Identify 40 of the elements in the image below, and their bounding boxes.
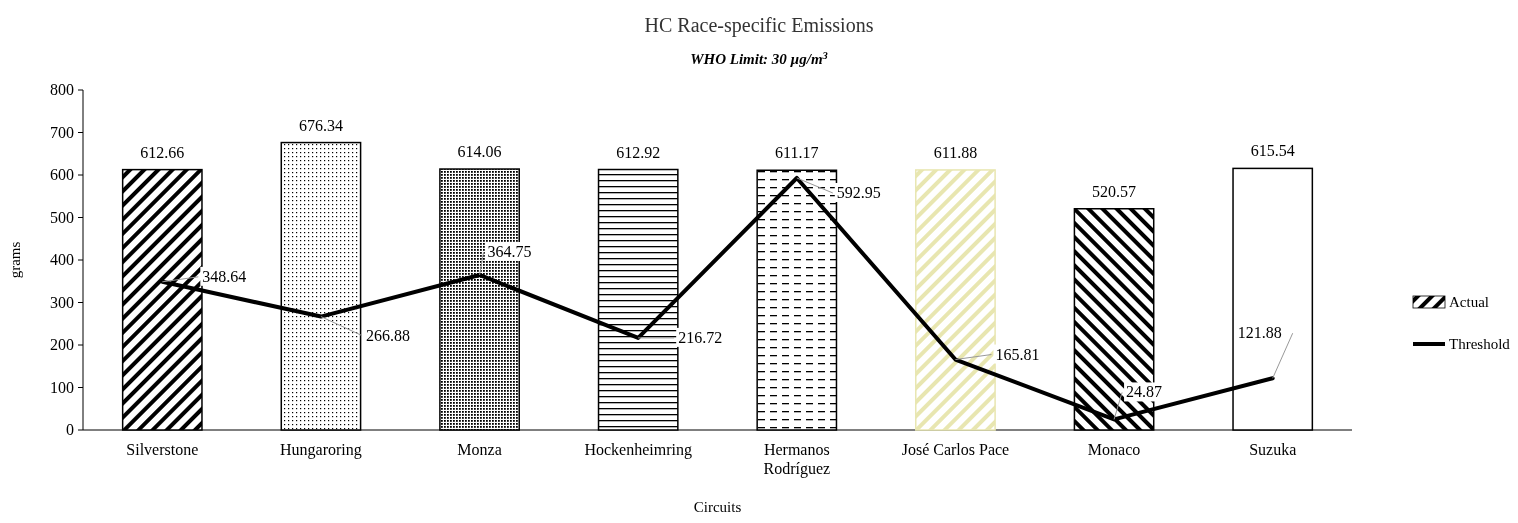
data-label: 266.88 — [365, 326, 410, 344]
data-label: 520.57 — [1092, 182, 1137, 200]
y-tick-label: 600 — [50, 166, 74, 183]
data-label: 676.34 — [298, 116, 343, 134]
data-label: 612.66 — [140, 143, 185, 161]
y-tick-label: 200 — [50, 336, 74, 353]
data-label: 348.64 — [202, 267, 247, 285]
y-tick-label: 400 — [50, 251, 74, 268]
x-tick-label: José Carlos Pace — [901, 441, 1010, 458]
data-label: 612.92 — [616, 143, 661, 161]
x-tick-label: Hockenheimring — [584, 441, 692, 459]
x-tick-label: Hermanos Rodríguez — [763, 441, 831, 478]
y-axis-title: grams — [7, 241, 23, 279]
x-tick-label: Monaco — [1087, 441, 1141, 458]
data-label: 364.75 — [487, 242, 532, 260]
y-tick-label: 500 — [50, 208, 74, 226]
data-label: 611.88 — [933, 143, 978, 161]
data-label: 216.72 — [678, 328, 723, 346]
chart-title: HC Race-specific Emissions — [644, 14, 874, 37]
x-tick-label: Hungaroring — [280, 441, 362, 459]
data-label: 165.81 — [995, 345, 1040, 363]
data-label: 592.95 — [836, 184, 881, 201]
x-tick-label: Suzuka — [1249, 441, 1297, 458]
y-tick-label: 700 — [50, 123, 74, 141]
data-label: 615.54 — [1250, 142, 1295, 160]
data-label: 611.17 — [775, 144, 819, 162]
y-tick-label: 800 — [50, 81, 74, 98]
data-label: 614.06 — [457, 143, 502, 161]
y-tick-label: 100 — [50, 378, 74, 396]
x-tick-label: Silverstone — [126, 441, 199, 458]
x-tick-label: Monza — [457, 441, 502, 458]
y-tick-label: 300 — [50, 293, 74, 311]
chart-subtitle: WHO Limit: 30 µg/m$^{3}$ — [690, 49, 828, 67]
x-axis-title: Circuits — [693, 499, 742, 515]
data-label: 121.88 — [1237, 324, 1282, 342]
text: Actual — [1449, 294, 1489, 310]
y-tick-label: 0 — [66, 421, 74, 438]
data-label: 24.87 — [1126, 383, 1163, 401]
legend-label: Threshold — [1449, 336, 1511, 352]
bar — [915, 169, 996, 431]
